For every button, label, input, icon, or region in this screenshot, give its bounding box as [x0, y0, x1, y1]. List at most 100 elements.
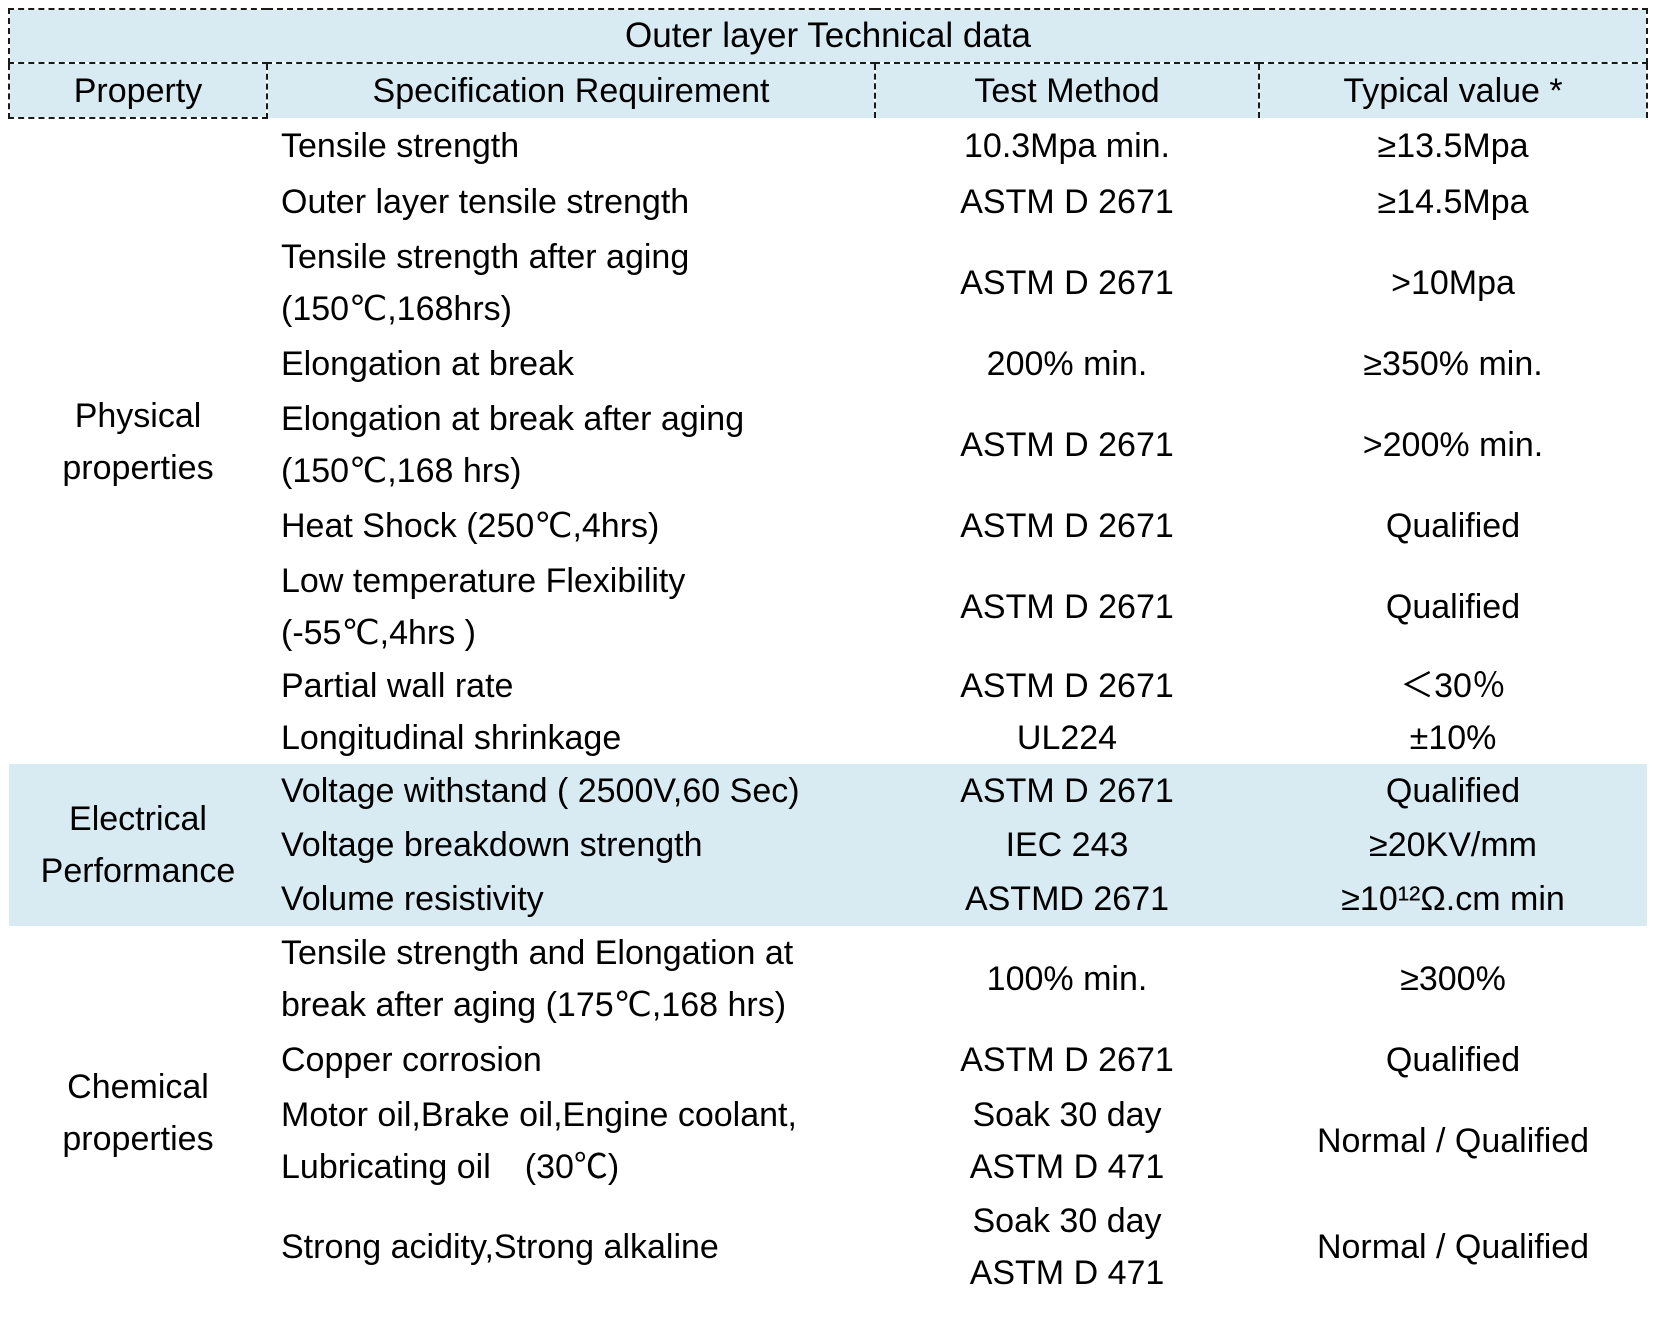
method-cell-line: ASTM D 2671 — [960, 426, 1174, 464]
method-cell: ASTM D 2671 — [875, 764, 1259, 818]
method-cell-line: 200% min. — [986, 345, 1148, 383]
value-cell: Qualified — [1259, 1032, 1648, 1088]
spec-cell: Low temperature Flexibility (-55℃,4hrs ) — [267, 554, 875, 660]
spec-cell: Strong acidity,Strong alkaline — [267, 1194, 875, 1300]
table-row: Longitudinal shrinkage UL224 ±10% — [9, 712, 1648, 764]
method-cell: 200% min. — [875, 336, 1259, 392]
method-cell-line: Soak 30 day — [972, 1202, 1162, 1240]
value-cell: Qualified — [1259, 554, 1648, 660]
value-cell-line: Qualified — [1385, 1041, 1521, 1079]
value-cell-line: ≥20KV/mm — [1369, 826, 1537, 864]
method-cell-line: IEC 243 — [1005, 826, 1129, 864]
table-row: Electrical Performance Voltage withstand … — [9, 764, 1648, 926]
spec-cell-line: Partial wall rate — [281, 667, 514, 705]
value-cell: ≥300% — [1259, 926, 1648, 1032]
spec-cell-line: Motor oil,Brake oil,Engine coolant, — [281, 1096, 797, 1134]
spec-cell-line: Voltage withstand ( 2500V,60 Sec) — [281, 772, 800, 810]
table-row: Chemical properties Tensile strength and … — [9, 926, 1648, 1300]
table-body: Physical properties Tensile strength 10.3M… — [9, 118, 1648, 1300]
table-row: Volume resistivity ASTMD 2671 ≥10¹²Ω.cm mi… — [9, 872, 1648, 926]
value-cell-line: Qualified — [1385, 588, 1521, 626]
property-group-label: Physical properties — [9, 118, 267, 764]
value-cell: Qualified — [1259, 498, 1648, 554]
method-cell: UL224 — [875, 712, 1259, 764]
table-row: Heat Shock (250℃,4hrs) ASTM D 2671 Qualifi… — [9, 498, 1648, 554]
spec-cell-line: Longitudinal shrinkage — [281, 719, 622, 757]
column-header-row: Property Specification Requirement Test … — [8, 63, 1649, 119]
spec-cell: Voltage withstand ( 2500V,60 Sec) — [267, 764, 875, 818]
spec-cell-line: Tensile strength after aging — [281, 238, 690, 276]
spec-cell: Tensile strength and Elongation at break … — [267, 926, 875, 1032]
method-cell: ASTM D 2671 — [875, 498, 1259, 554]
value-cell-line: Qualified — [1385, 507, 1521, 545]
value-cell: >200% min. — [1259, 392, 1648, 498]
column-header-specification: Specification Requirement — [267, 63, 876, 118]
value-cell: Normal / Qualified — [1259, 1088, 1648, 1194]
spec-cell: Tensile strength after aging (150℃,168hrs… — [267, 230, 875, 336]
value-cell-line: ≥10¹²Ω.cm min — [1341, 880, 1565, 918]
value-cell-line: ±10% — [1409, 719, 1497, 757]
property-group-label: Chemical properties — [9, 926, 267, 1300]
table-row: Elongation at break 200% min. ≥350% min. — [9, 336, 1648, 392]
value-cell: ≥350% min. — [1259, 336, 1648, 392]
value-cell-line: Normal / Qualified — [1316, 1122, 1590, 1160]
column-header-test-method: Test Method — [875, 63, 1260, 118]
table-row: Partial wall rate ASTM D 2671 ＜30％ — [9, 660, 1648, 712]
spec-cell: Longitudinal shrinkage — [267, 712, 875, 764]
table-row: Tensile strength after aging (150℃,168hrs… — [9, 230, 1648, 336]
method-cell-line: 100% min. — [986, 960, 1148, 998]
method-cell: ASTM D 2671 — [875, 554, 1259, 660]
spec-cell-line: Volume resistivity — [281, 880, 544, 918]
method-cell: Soak 30 day ASTM D 471 — [875, 1194, 1259, 1300]
method-cell: ASTM D 2671 — [875, 174, 1259, 230]
method-cell: ASTM D 2671 — [875, 230, 1259, 336]
spec-cell-line: Copper corrosion — [281, 1041, 542, 1079]
method-cell-line: ASTMD 2671 — [964, 880, 1170, 918]
method-cell: IEC 243 — [875, 818, 1259, 872]
table-row: Motor oil,Brake oil,Engine coolant, Lubri… — [9, 1088, 1648, 1194]
column-header-typical-value: Typical value * — [1259, 63, 1649, 118]
spec-cell-line: Outer layer tensile strength — [281, 183, 690, 221]
method-cell-line: ASTM D 2671 — [960, 667, 1174, 705]
value-cell: Qualified — [1259, 764, 1648, 818]
value-cell-line: Normal / Qualified — [1316, 1228, 1590, 1266]
spec-cell-line: Low temperature Flexibility — [281, 562, 686, 600]
spec-cell-line: break after aging (175℃,168 hrs) — [281, 986, 787, 1024]
spec-cell-line: Heat Shock (250℃,4hrs) — [281, 507, 660, 545]
spec-cell: Elongation at break after aging (150℃,168… — [267, 392, 875, 498]
spec-cell-line: Tensile strength and Elongation at — [281, 934, 794, 972]
method-cell-line: ASTM D 2671 — [960, 1041, 1174, 1079]
spec-cell: Tensile strength — [267, 118, 875, 174]
value-cell: ±10% — [1259, 712, 1648, 764]
spec-cell: Volume resistivity — [267, 872, 875, 926]
value-cell-line: Qualified — [1385, 772, 1521, 810]
method-cell-line: ASTM D 471 — [969, 1148, 1165, 1186]
method-cell: 10.3Mpa min. — [875, 118, 1259, 174]
table-row: Outer layer tensile strength ASTM D 2671 ≥… — [9, 174, 1648, 230]
spec-cell-line: Lubricating oil (30℃) — [281, 1148, 620, 1186]
table-row: Low temperature Flexibility (-55℃,4hrs ) A… — [9, 554, 1648, 660]
value-cell-line: >200% min. — [1362, 426, 1544, 464]
title-row: Outer layer Technical data — [7, 8, 1649, 64]
table-row: Voltage breakdown strength IEC 243 ≥20KV/m… — [9, 818, 1648, 872]
technical-data-table: Outer layer Technical data Property Spec… — [7, 8, 1649, 1300]
method-cell-line: 10.3Mpa min. — [964, 127, 1170, 165]
spec-cell-line: (150℃,168 hrs) — [281, 452, 522, 490]
value-cell-line: ≥350% min. — [1363, 345, 1543, 383]
method-cell: Soak 30 day ASTM D 471 — [875, 1088, 1259, 1194]
spec-cell: Outer layer tensile strength — [267, 174, 875, 230]
spec-cell-line: Elongation at break after aging — [281, 400, 745, 438]
spec-cell: Motor oil,Brake oil,Engine coolant, Lubri… — [267, 1088, 875, 1194]
method-cell: 100% min. — [875, 926, 1259, 1032]
spec-cell: Copper corrosion — [267, 1032, 875, 1088]
column-header-property: Property — [8, 63, 268, 119]
value-cell-line: ≥14.5Mpa — [1377, 183, 1529, 221]
spec-cell-line: (-55℃,4hrs ) — [281, 614, 477, 652]
value-cell: ≥20KV/mm — [1259, 818, 1648, 872]
spec-cell: Partial wall rate — [267, 660, 875, 712]
spec-cell: Heat Shock (250℃,4hrs) — [267, 498, 875, 554]
method-cell-line: UL224 — [1016, 719, 1118, 757]
spec-cell: Voltage breakdown strength — [267, 818, 875, 872]
value-cell: >10Mpa — [1259, 230, 1648, 336]
property-group-label: Electrical Performance — [9, 764, 267, 926]
